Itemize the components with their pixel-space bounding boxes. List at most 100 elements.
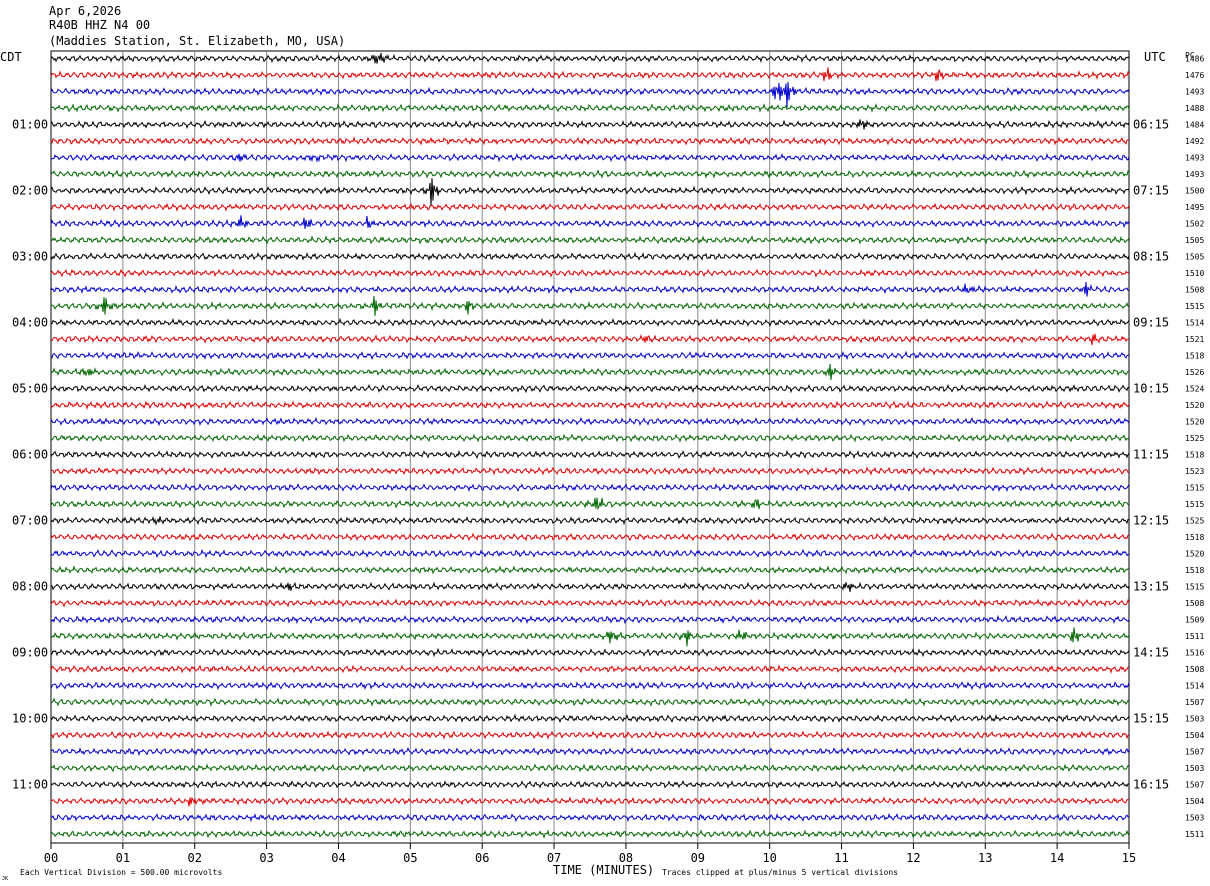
header-station: (Maddies Station, St. Elizabeth, MO, USA… xyxy=(49,34,346,48)
row-value-label: 1509 xyxy=(1185,616,1204,625)
seismic-trace xyxy=(50,449,1130,460)
x-tick-label: 14 xyxy=(1050,851,1064,865)
x-tick-label: 13 xyxy=(978,851,992,865)
left-time-label: 08:00 xyxy=(12,580,48,594)
row-value-label: 1526 xyxy=(1185,368,1204,377)
seismic-trace xyxy=(50,52,1130,64)
seismic-trace xyxy=(50,763,1130,773)
x-tick-label: 01 xyxy=(116,851,130,865)
seismic-trace xyxy=(50,466,1130,476)
right-time-label: 16:15 xyxy=(1133,778,1169,792)
row-value-label: 1493 xyxy=(1185,170,1204,179)
header-channel: R40B HHZ N4 00 xyxy=(49,18,151,32)
seismic-trace xyxy=(51,581,1130,592)
row-value-label: 1524 xyxy=(1185,385,1204,394)
row-value-label: 1520 xyxy=(1185,418,1204,427)
seismic-trace xyxy=(50,400,1130,410)
seismic-trace xyxy=(50,215,1130,229)
seismic-trace xyxy=(50,812,1130,823)
x-tick-label: 07 xyxy=(547,851,561,865)
seismic-trace xyxy=(50,796,1130,807)
row-value-label: 1495 xyxy=(1185,203,1204,212)
seismic-trace xyxy=(50,350,1130,361)
row-value-label: 1515 xyxy=(1185,500,1204,509)
x-tick-label: 12 xyxy=(906,851,920,865)
corner-mark: JK xyxy=(2,876,8,882)
row-value-label: 1507 xyxy=(1185,698,1204,707)
seismic-trace xyxy=(50,103,1130,113)
seismic-trace xyxy=(50,416,1130,427)
seismic-trace xyxy=(50,713,1130,724)
left-time-label: 06:00 xyxy=(12,448,48,462)
seismic-trace xyxy=(50,333,1130,346)
row-value-label: 1500 xyxy=(1185,187,1204,196)
seismic-trace xyxy=(50,627,1130,647)
row-value-label: 1493 xyxy=(1185,88,1204,97)
right-time-label: 15:15 xyxy=(1133,712,1169,726)
seismic-trace xyxy=(50,697,1130,707)
seismic-trace xyxy=(50,135,1130,146)
right-time-label: 10:15 xyxy=(1133,382,1169,396)
seismic-trace xyxy=(50,565,1130,575)
seismic-trace xyxy=(50,497,1130,511)
x-tick-label: 06 xyxy=(475,851,489,865)
row-value-label: 1510 xyxy=(1185,269,1204,278)
row-value-label: 1507 xyxy=(1185,781,1204,790)
left-time-label: 05:00 xyxy=(12,382,48,396)
seismic-trace xyxy=(50,152,1130,163)
row-value-label: 1504 xyxy=(1185,797,1204,806)
row-value-label: 1511 xyxy=(1185,632,1204,641)
left-time-label: 04:00 xyxy=(12,316,48,330)
right-time-label: 08:15 xyxy=(1133,250,1169,264)
row-value-label: 1503 xyxy=(1185,764,1204,773)
left-time-label: 02:00 xyxy=(12,184,48,198)
row-value-label: 1505 xyxy=(1185,253,1204,262)
row-value-label: 1507 xyxy=(1185,748,1204,757)
left-time-label: 10:00 xyxy=(12,712,48,726)
left-time-label: 03:00 xyxy=(12,250,48,264)
seismic-trace xyxy=(50,664,1130,674)
left-time-label: 01:00 xyxy=(12,118,48,132)
row-value-label: 1520 xyxy=(1185,550,1204,559)
plot-frame xyxy=(50,50,1130,844)
row-value-label: 1493 xyxy=(1185,154,1204,163)
seismic-trace xyxy=(50,169,1130,179)
row-value-label: 1503 xyxy=(1185,814,1204,823)
x-tick-label: 04 xyxy=(331,851,345,865)
right-time-label: 12:15 xyxy=(1133,514,1169,528)
seismic-trace xyxy=(50,515,1130,526)
grid xyxy=(50,50,1130,849)
seismic-trace xyxy=(50,829,1130,839)
row-value-label: 1521 xyxy=(1185,335,1204,344)
x-tick-label: 00 xyxy=(44,851,58,865)
x-tick-label: 05 xyxy=(403,851,417,865)
x-tick-label: 08 xyxy=(619,851,633,865)
row-value-label: 1504 xyxy=(1185,731,1204,740)
row-value-label: 1486 xyxy=(1185,55,1204,64)
seismic-trace xyxy=(50,548,1129,559)
seismic-trace xyxy=(50,119,1130,130)
right-time-label: 06:15 xyxy=(1133,118,1169,132)
row-value-label: 1523 xyxy=(1185,467,1204,476)
x-tick-label: 11 xyxy=(834,851,848,865)
seismic-trace xyxy=(50,482,1130,493)
right-time-label: 09:15 xyxy=(1133,316,1169,330)
seismic-trace xyxy=(50,317,1130,328)
axis-labels: 00 01 02 03 04 05 06 07 08 09 10 11 12 13 14 15 1486 1476… xyxy=(12,55,1204,866)
seismic-trace xyxy=(50,281,1130,297)
row-value-label: 1518 xyxy=(1185,352,1204,361)
row-value-label: 1515 xyxy=(1185,583,1204,592)
x-tick-label: 15 xyxy=(1122,851,1136,865)
clip-note: Traces clipped at plus/minus 5 vertical … xyxy=(662,868,898,877)
seismic-trace xyxy=(50,647,1130,658)
seismic-trace xyxy=(50,779,1130,790)
seismic-trace xyxy=(50,295,1130,316)
right-time-label: 11:15 xyxy=(1133,448,1169,462)
seismic-trace xyxy=(50,680,1130,691)
row-value-label: 1515 xyxy=(1185,302,1204,311)
seismic-trace xyxy=(50,67,1130,82)
seismic-trace xyxy=(50,614,1130,625)
row-value-label: 1518 xyxy=(1185,533,1204,542)
row-value-label: 1508 xyxy=(1185,599,1204,608)
row-value-label: 1520 xyxy=(1185,401,1204,410)
